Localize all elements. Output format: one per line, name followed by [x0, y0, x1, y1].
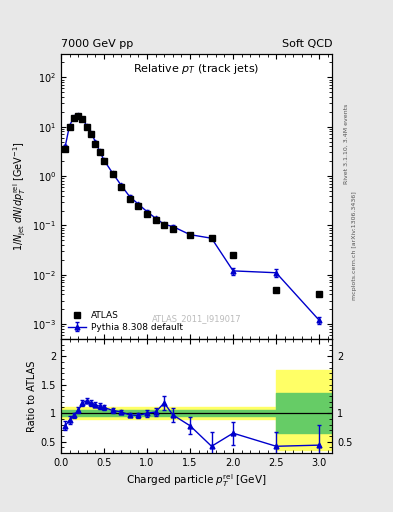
Text: Soft QCD: Soft QCD: [282, 38, 332, 49]
X-axis label: Charged particle $p_T^\mathrm{rel}$ [GeV]: Charged particle $p_T^\mathrm{rel}$ [GeV…: [126, 472, 267, 489]
ATLAS: [119, 184, 123, 190]
Y-axis label: Ratio to ATLAS: Ratio to ATLAS: [26, 360, 37, 432]
ATLAS: [67, 123, 72, 130]
ATLAS: [72, 115, 76, 121]
ATLAS: [89, 131, 94, 137]
ATLAS: [136, 203, 141, 209]
ATLAS: [76, 113, 81, 119]
Text: Relative $p_T$ (track jets): Relative $p_T$ (track jets): [133, 62, 260, 76]
ATLAS: [127, 196, 132, 202]
ATLAS: [63, 146, 68, 152]
ATLAS: [188, 231, 193, 238]
ATLAS: [231, 252, 235, 258]
ATLAS: [317, 291, 321, 297]
ATLAS: [153, 217, 158, 223]
ATLAS: [209, 235, 214, 241]
Text: ATLAS_2011_I919017: ATLAS_2011_I919017: [152, 314, 241, 324]
ATLAS: [274, 287, 279, 293]
ATLAS: [97, 150, 102, 156]
ATLAS: [171, 226, 175, 232]
Text: 7000 GeV pp: 7000 GeV pp: [61, 38, 133, 49]
Line: ATLAS: ATLAS: [62, 113, 322, 297]
ATLAS: [84, 123, 89, 130]
ATLAS: [102, 158, 107, 164]
Text: Rivet 3.1.10, 3.4M events: Rivet 3.1.10, 3.4M events: [344, 103, 349, 183]
ATLAS: [145, 211, 149, 217]
Text: mcplots.cern.ch [arXiv:1306.3436]: mcplots.cern.ch [arXiv:1306.3436]: [352, 191, 357, 300]
ATLAS: [93, 141, 98, 147]
Legend: ATLAS, Pythia 8.308 default: ATLAS, Pythia 8.308 default: [65, 308, 185, 334]
ATLAS: [110, 171, 115, 177]
ATLAS: [162, 222, 167, 228]
ATLAS: [80, 116, 85, 122]
Y-axis label: $1/N_\mathrm{jet}\;dN/dp_T^\mathrm{rel}$ [GeV$^{-1}$]: $1/N_\mathrm{jet}\;dN/dp_T^\mathrm{rel}$…: [11, 141, 28, 251]
